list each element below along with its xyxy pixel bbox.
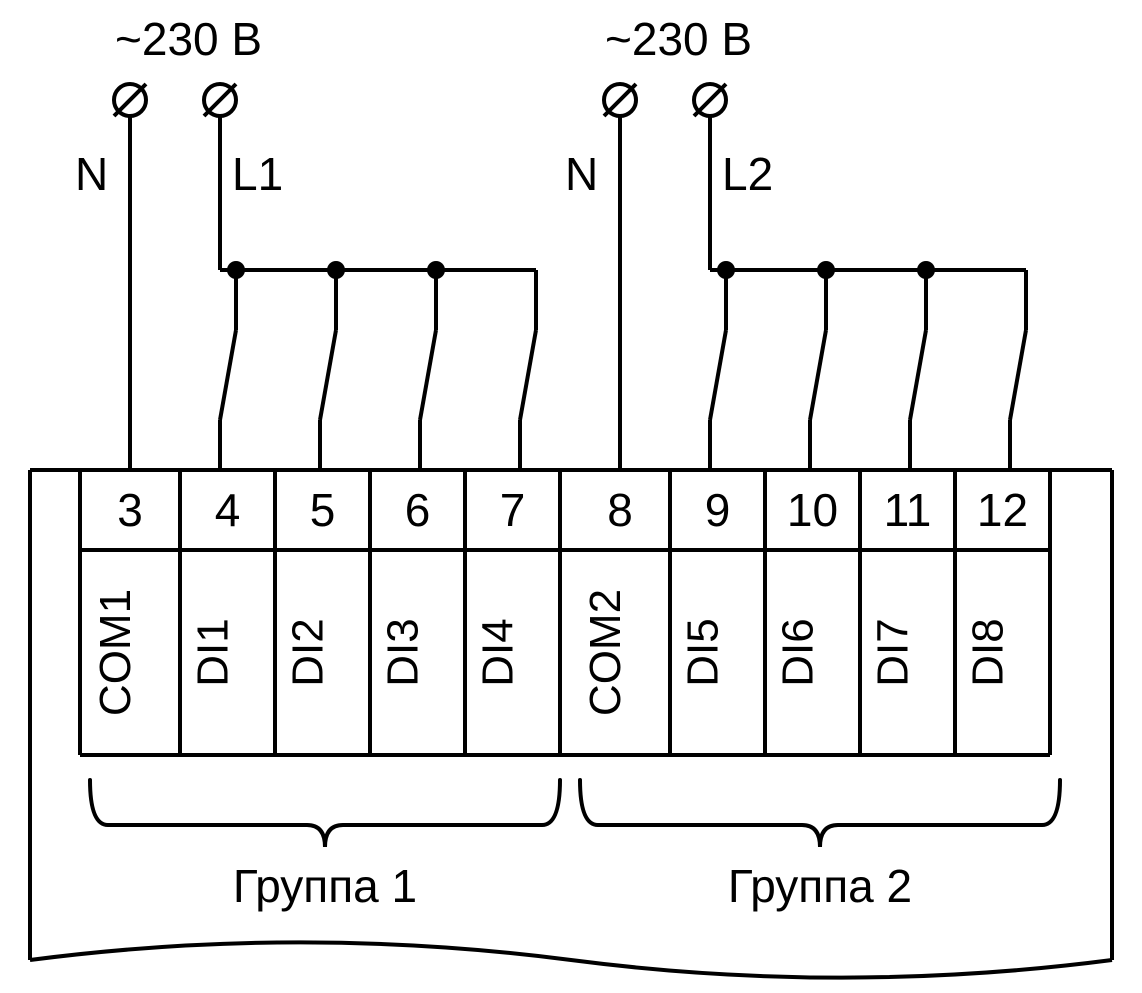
switch-contact-1-4 — [520, 330, 536, 420]
terminal-number-3: 3 — [117, 484, 143, 536]
switch-contact-1-1 — [220, 330, 236, 420]
terminal-name-com2: COM2 — [581, 589, 630, 716]
terminal-number-12: 12 — [977, 484, 1028, 536]
terminal-number-7: 7 — [500, 484, 526, 536]
voltage-label-1: ~230 В — [115, 13, 262, 65]
terminal-name-di3: DI3 — [379, 618, 428, 686]
switch-contact-2-1 — [710, 330, 726, 420]
terminal-name-di1: DI1 — [189, 618, 238, 686]
voltage-label-2: ~230 В — [605, 13, 752, 65]
group-brace-2 — [580, 780, 1060, 847]
l-label-1: L1 — [232, 148, 283, 200]
switch-contact-1-2 — [320, 330, 336, 420]
terminal-number-4: 4 — [215, 484, 241, 536]
terminal-name-di7: DI7 — [869, 618, 918, 686]
terminal-name-di4: DI4 — [474, 618, 523, 686]
group-label-1: Группа 1 — [233, 860, 417, 912]
group-brace-1 — [90, 780, 560, 847]
terminal-number-8: 8 — [607, 484, 633, 536]
terminal-name-di5: DI5 — [679, 618, 728, 686]
n-label-1: N — [75, 148, 108, 200]
switch-contact-2-2 — [810, 330, 826, 420]
terminal-number-5: 5 — [310, 484, 336, 536]
terminal-number-9: 9 — [705, 484, 731, 536]
switch-contact-1-3 — [420, 330, 436, 420]
torn-edge — [30, 942, 1112, 977]
l-label-2: L2 — [722, 148, 773, 200]
terminal-name-di8: DI8 — [964, 618, 1013, 686]
terminal-name-com1: COM1 — [91, 589, 140, 716]
terminal-number-11: 11 — [884, 484, 932, 536]
terminal-name-di6: DI6 — [774, 618, 823, 686]
switch-contact-2-3 — [910, 330, 926, 420]
terminal-name-di2: DI2 — [284, 618, 333, 686]
switch-contact-2-4 — [1010, 330, 1026, 420]
n-label-2: N — [565, 148, 598, 200]
terminal-number-10: 10 — [787, 484, 838, 536]
group-label-2: Группа 2 — [728, 860, 912, 912]
terminal-number-6: 6 — [405, 484, 431, 536]
wiring-diagram: ~230 В N L1 ~230 В N L2 3 COM1 4 DI1 5 DI2 6 DI3 7 DI4 Г… — [0, 0, 1142, 993]
